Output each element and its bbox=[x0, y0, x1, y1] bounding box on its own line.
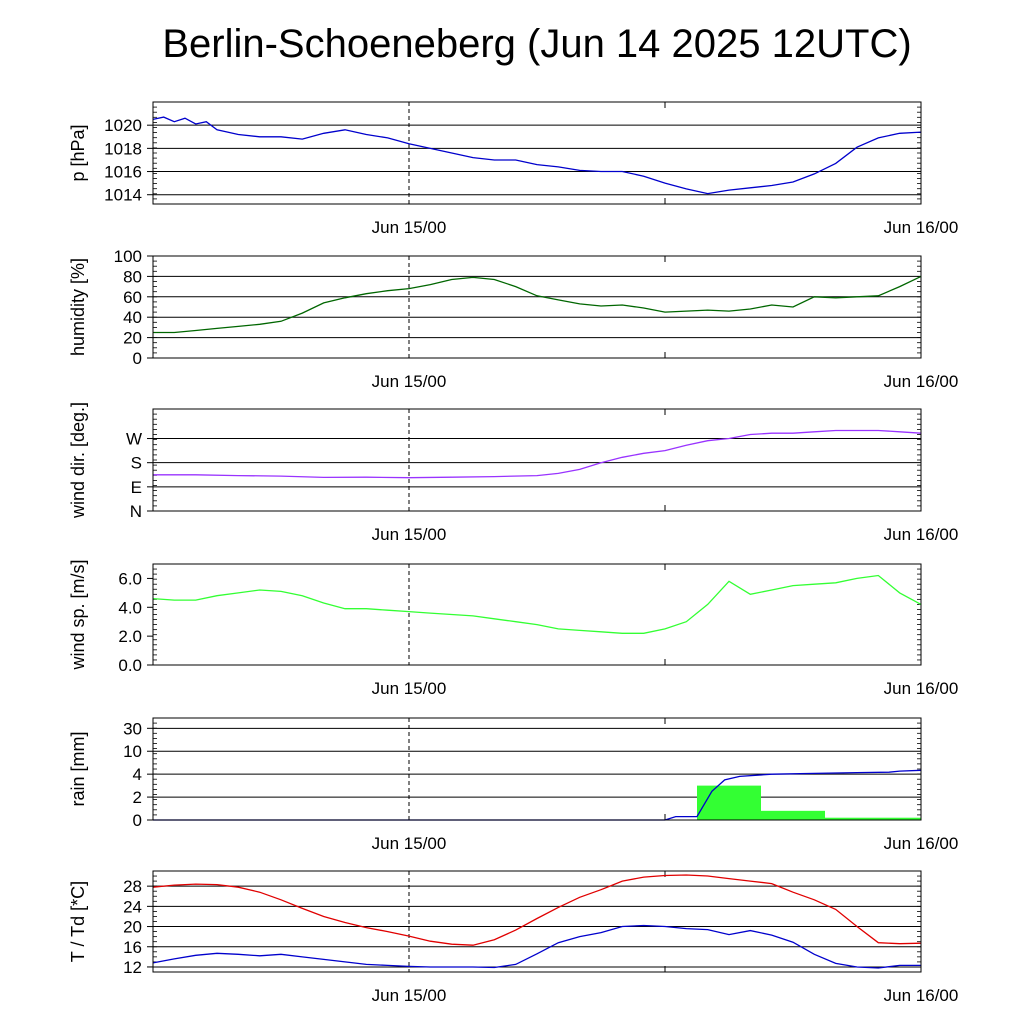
temperature-y-tick-label: 16 bbox=[123, 938, 142, 957]
pressure-x-tick-label: Jun 15/00 bbox=[372, 218, 447, 237]
humidity-frame bbox=[152, 255, 922, 359]
humidity-y-tick-label: 40 bbox=[123, 308, 142, 327]
wind-speed-y-axis-label: wind sp. [m/s] bbox=[68, 559, 88, 670]
pressure-x-tick-label: Jun 16/00 bbox=[884, 218, 959, 237]
chart-title: Berlin-Schoeneberg (Jun 14 2025 12UTC) bbox=[162, 22, 912, 66]
wind-direction-y-tick-label: N bbox=[130, 502, 142, 521]
rain-y-tick-label: 2 bbox=[133, 788, 142, 807]
rain-y-axis-label: rain [mm] bbox=[68, 731, 88, 806]
humidity-y-axis-label: humidity [%] bbox=[68, 258, 88, 356]
temperature-series-line bbox=[152, 924, 921, 969]
humidity-y-tick-label: 0 bbox=[133, 349, 142, 368]
wind-direction-y-tick-label: W bbox=[126, 430, 142, 449]
wind-speed-series-line bbox=[152, 574, 922, 634]
wind-speed-frame bbox=[152, 563, 922, 666]
humidity-x-tick-label: Jun 15/00 bbox=[372, 372, 447, 391]
humidity-x-tick-label: Jun 16/00 bbox=[884, 372, 959, 391]
humidity-series-line bbox=[153, 275, 922, 334]
wind-direction-frame bbox=[152, 408, 922, 512]
pressure-y-tick-label: 1016 bbox=[104, 163, 142, 182]
rain-frame bbox=[152, 717, 922, 821]
wind-speed-y-tick-label: 6.0 bbox=[118, 569, 142, 588]
humidity-y-tick-label: 80 bbox=[123, 267, 142, 286]
temperature-x-tick-label: Jun 16/00 bbox=[884, 986, 959, 1005]
pressure-series-line bbox=[152, 116, 922, 195]
temperature-y-axis-label: T / Td [*C] bbox=[68, 881, 88, 962]
wind-speed-x-tick-label: Jun 16/00 bbox=[884, 679, 959, 698]
rain-bar bbox=[697, 785, 761, 820]
temperature-y-tick-label: 12 bbox=[123, 958, 142, 977]
rain-bar bbox=[825, 817, 921, 820]
rain-y-tick-label: 10 bbox=[123, 742, 142, 761]
wind-speed-y-tick-label: 0.0 bbox=[118, 656, 142, 675]
humidity-y-tick-label: 60 bbox=[123, 288, 142, 307]
pressure-frame bbox=[152, 101, 922, 205]
pressure-y-axis-label: p [hPa] bbox=[68, 124, 88, 181]
rain-cumulative-line bbox=[153, 769, 922, 821]
rain-bar bbox=[761, 810, 825, 820]
wind-speed-y-tick-label: 2.0 bbox=[118, 627, 142, 646]
wind-speed-panel: 0.0 2.0 4.0 6.0 wind sp. [m/s] Jun 15/00 Jun 1… bbox=[68, 559, 958, 698]
wind-direction-series-line bbox=[153, 429, 922, 479]
rain-y-tick-label: 0 bbox=[133, 811, 142, 830]
rain-x-tick-label: Jun 15/00 bbox=[372, 834, 447, 853]
temperature-x-tick-label: Jun 15/00 bbox=[372, 986, 447, 1005]
rain-panel: 0 2 4 10 30 rain [mm] Jun 15/00 Jun 16/00 bbox=[68, 717, 959, 853]
rain-y-tick-label: 4 bbox=[133, 765, 142, 784]
pressure-y-tick-label: 1018 bbox=[104, 139, 142, 158]
humidity-y-tick-label: 100 bbox=[114, 247, 142, 266]
pressure-y-tick-label: 1014 bbox=[104, 186, 142, 205]
wind-direction-x-tick-label: Jun 16/00 bbox=[884, 525, 959, 544]
pressure-y-tick-label: 1020 bbox=[104, 116, 142, 135]
rain-y-tick-label: 30 bbox=[123, 719, 142, 738]
wind-direction-y-tick-label: E bbox=[131, 478, 142, 497]
humidity-y-tick-label: 20 bbox=[123, 329, 142, 348]
wind-speed-x-tick-label: Jun 15/00 bbox=[372, 679, 447, 698]
wind-direction-y-tick-label: S bbox=[131, 454, 142, 473]
temperature-y-tick-label: 20 bbox=[123, 918, 142, 937]
temperature-series-line bbox=[152, 874, 922, 946]
wind-direction-y-axis-label: wind dir. [deg.] bbox=[68, 402, 88, 519]
temperature-frame bbox=[152, 870, 922, 973]
wind-direction-x-tick-label: Jun 15/00 bbox=[372, 525, 447, 544]
pressure-panel: 1014 1016 1018 1020 p [hPa] Jun 15/00 Jun 16/0… bbox=[68, 101, 959, 237]
wind-speed-y-tick-label: 4.0 bbox=[118, 598, 142, 617]
rain-x-tick-label: Jun 16/00 bbox=[884, 834, 959, 853]
temperature-y-tick-label: 24 bbox=[123, 897, 142, 916]
temperature-y-tick-label: 28 bbox=[123, 877, 142, 896]
